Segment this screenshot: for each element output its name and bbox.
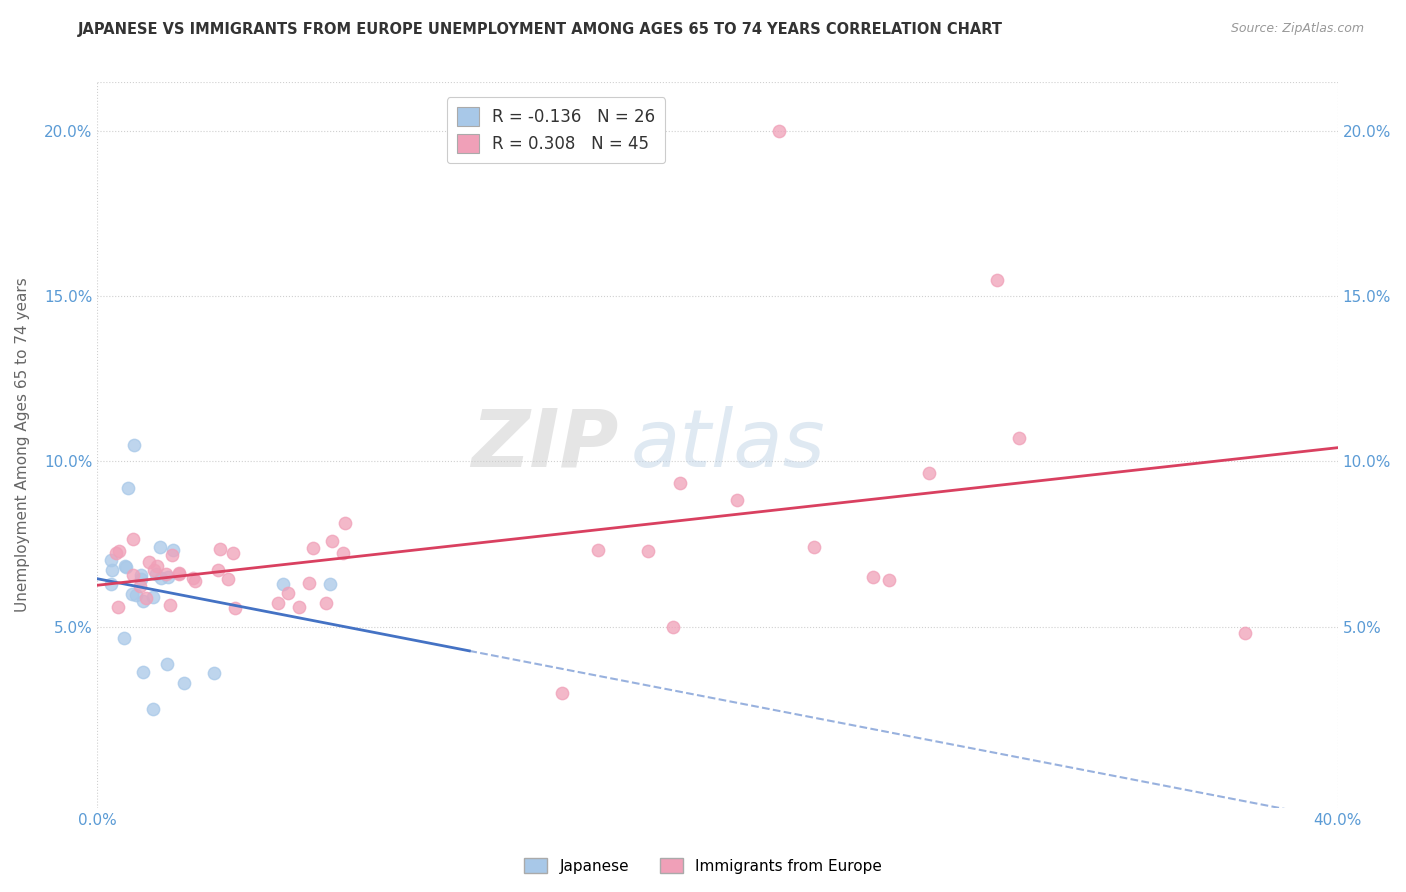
Point — [271, 576, 294, 591]
Point — [1008, 431, 1031, 445]
Point — [202, 665, 225, 680]
Point — [551, 685, 574, 699]
Point — [112, 632, 135, 646]
Point — [315, 596, 337, 610]
Point — [142, 702, 165, 716]
Text: atlas: atlas — [631, 406, 825, 484]
Point — [222, 546, 245, 560]
Point — [319, 576, 342, 591]
Point — [184, 574, 207, 588]
Point — [298, 576, 321, 591]
Legend: R = -0.136   N = 26, R = 0.308   N = 45: R = -0.136 N = 26, R = 0.308 N = 45 — [447, 97, 665, 163]
Point — [167, 567, 190, 582]
Point — [637, 544, 659, 558]
Point — [149, 541, 172, 555]
Point — [132, 665, 155, 679]
Point — [135, 591, 157, 606]
Point — [217, 572, 239, 586]
Point — [321, 534, 343, 549]
Point — [277, 585, 299, 599]
Point — [162, 543, 184, 558]
Point — [114, 558, 136, 573]
Point — [173, 675, 195, 690]
Point — [108, 543, 131, 558]
Legend: Japanese, Immigrants from Europe: Japanese, Immigrants from Europe — [519, 852, 887, 880]
Point — [1233, 626, 1256, 640]
Point — [333, 516, 356, 531]
Point — [100, 553, 122, 567]
Point — [121, 586, 143, 600]
Point — [129, 579, 152, 593]
Point — [122, 568, 145, 582]
Text: ZIP: ZIP — [471, 406, 619, 484]
Y-axis label: Unemployment Among Ages 65 to 74 years: Unemployment Among Ages 65 to 74 years — [15, 277, 30, 613]
Point — [181, 570, 204, 584]
Point — [117, 481, 139, 495]
Point — [918, 466, 941, 480]
Text: Source: ZipAtlas.com: Source: ZipAtlas.com — [1230, 22, 1364, 36]
Point — [586, 543, 609, 558]
Point — [302, 541, 325, 555]
Point — [803, 540, 825, 554]
Point — [115, 560, 138, 574]
Point — [124, 438, 146, 452]
Point — [332, 546, 354, 560]
Point — [145, 558, 167, 573]
Point — [159, 598, 181, 612]
Point — [129, 572, 152, 586]
Point — [125, 588, 148, 602]
Point — [288, 600, 311, 615]
Point — [267, 596, 290, 610]
Point — [104, 546, 127, 560]
Point — [157, 570, 180, 584]
Point — [129, 568, 152, 582]
Point — [169, 566, 191, 580]
Point — [725, 492, 748, 507]
Point — [145, 566, 167, 581]
Point — [156, 657, 179, 672]
Point — [138, 555, 160, 569]
Point — [877, 573, 900, 587]
Point — [150, 571, 173, 585]
Point — [208, 542, 231, 557]
Point — [121, 533, 143, 547]
Point — [661, 620, 683, 634]
Point — [155, 566, 177, 581]
Point — [100, 563, 122, 577]
Point — [224, 601, 246, 615]
Point — [107, 600, 129, 615]
Point — [986, 273, 1008, 287]
Point — [768, 124, 790, 138]
Point — [207, 564, 229, 578]
Point — [100, 576, 122, 591]
Point — [132, 594, 155, 608]
Point — [143, 563, 166, 577]
Point — [142, 590, 165, 604]
Point — [862, 570, 884, 584]
Text: JAPANESE VS IMMIGRANTS FROM EUROPE UNEMPLOYMENT AMONG AGES 65 TO 74 YEARS CORREL: JAPANESE VS IMMIGRANTS FROM EUROPE UNEMP… — [77, 22, 1002, 37]
Point — [160, 548, 183, 562]
Point — [668, 475, 690, 490]
